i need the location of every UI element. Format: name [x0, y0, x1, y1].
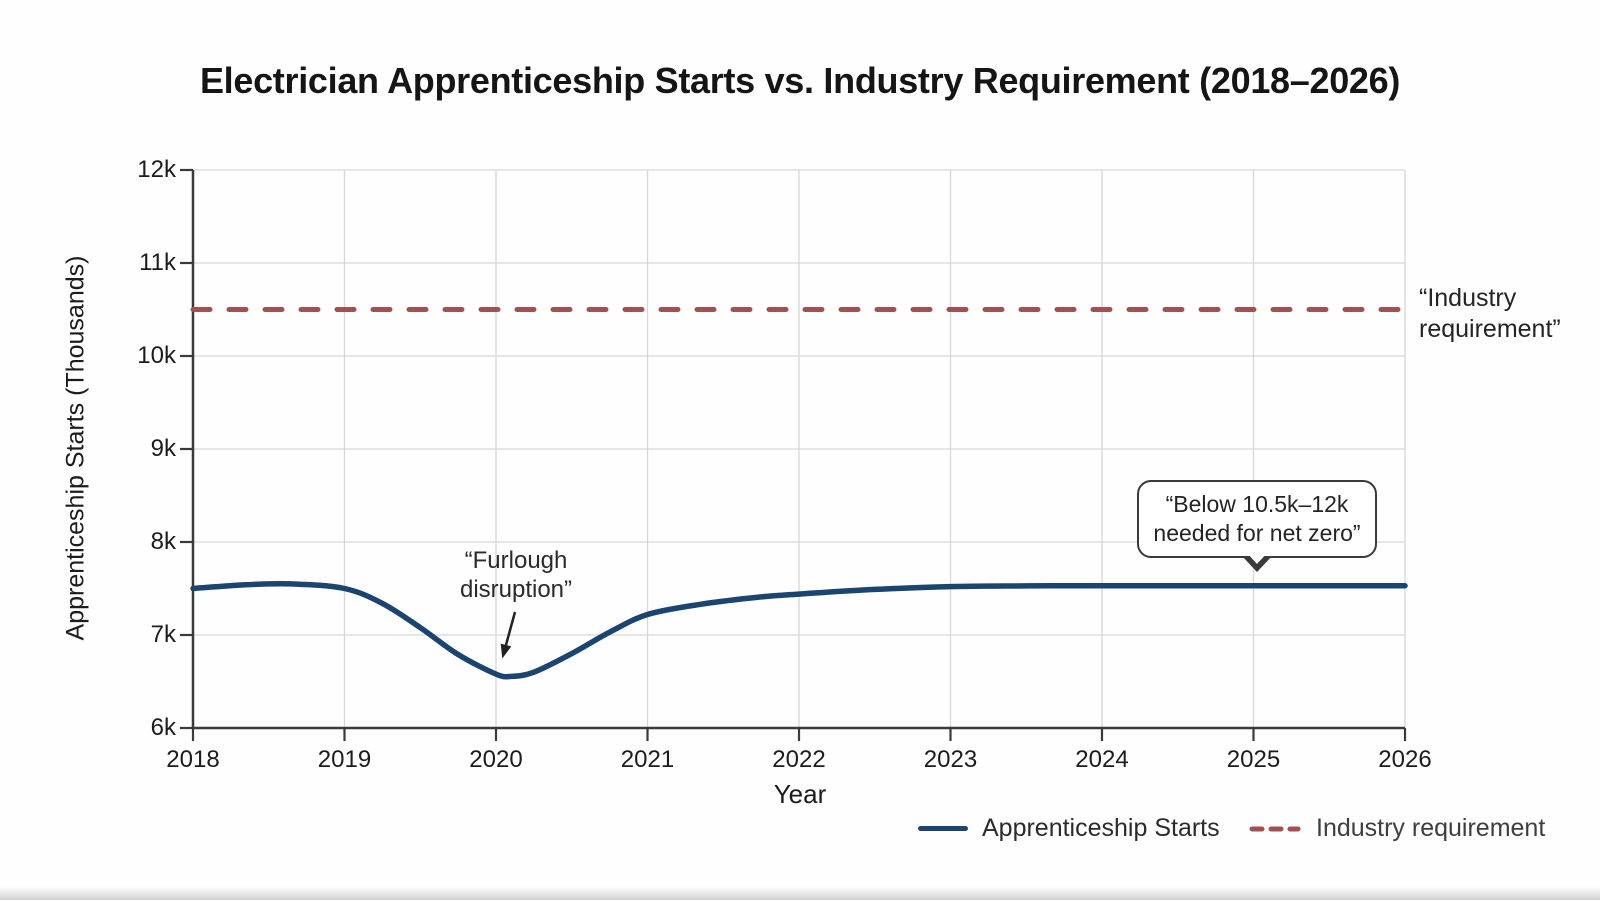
x-axis-label: Year [773, 779, 827, 809]
callout-line2: needed for net zero” [1153, 520, 1361, 546]
axes [180, 168, 1407, 741]
legend-item-apprenticeship-starts: Apprenticeship Starts [918, 814, 1220, 843]
y-tick-label: 12k [137, 156, 176, 183]
apprenticeship-starts-line [190, 580, 1408, 680]
furlough-arrow [500, 611, 517, 659]
legend-label-industry-requirement: Industry requirement [1316, 814, 1546, 842]
x-tick-label: 2026 [1378, 746, 1432, 773]
y-tick-label: 9k [150, 435, 176, 462]
y-tick-label: 6k [150, 714, 176, 741]
annotation-furlough-disruption: “Furlough disruption” [460, 546, 572, 604]
x-tick-label: 2022 [772, 746, 826, 773]
y-tick-label: 11k [139, 249, 176, 276]
y-tick-label: 10k [137, 342, 176, 369]
gridlines [193, 169, 1406, 728]
bottom-compression-artifact [0, 887, 1600, 900]
series-lines [190, 307, 1408, 680]
industry-label-line2: requirement” [1419, 315, 1561, 343]
legend-item-industry-requirement: Industry requirement [1248, 814, 1545, 843]
annotation-industry-requirement: “Industry requirement” [1419, 283, 1561, 345]
x-tick-label: 2024 [1075, 746, 1129, 773]
y-tick-label: 7k [150, 621, 176, 648]
x-tick-label: 2023 [923, 746, 978, 773]
x-tick-label: 2019 [317, 746, 372, 773]
legend-swatch-solid-line [918, 826, 968, 831]
annotation-net-zero-callout: “Below 10.5k–12k needed for net zero” [1137, 480, 1377, 572]
x-tick-label: 2021 [620, 746, 675, 773]
annotation-furlough-line2: disruption” [459, 576, 573, 603]
callout-line1: “Below 10.5k–12k [1165, 491, 1349, 517]
chart-title: Electrician Apprenticeship Starts vs. In… [199, 60, 1401, 101]
annotation-furlough-line1: “Furlough [464, 547, 568, 574]
industry-label-line1: “Industry [1419, 284, 1517, 312]
y-tick-label: 8k [150, 528, 176, 555]
x-tick-label: 2018 [166, 746, 220, 773]
x-tick-label: 2020 [469, 746, 523, 773]
legend-swatch-dashed-line [1249, 826, 1301, 831]
legend-label-apprenticeship-starts: Apprenticeship Starts [982, 814, 1220, 842]
x-tick-label: 2025 [1226, 746, 1281, 773]
